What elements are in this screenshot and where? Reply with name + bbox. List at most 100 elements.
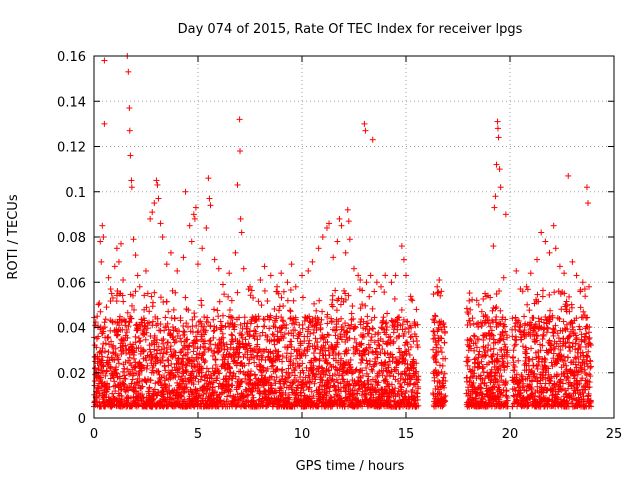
data-point	[126, 127, 133, 134]
data-point	[103, 304, 110, 311]
data-point	[586, 334, 593, 341]
data-point	[438, 288, 445, 295]
data-point	[284, 279, 291, 286]
data-point	[100, 340, 107, 347]
data-point	[534, 256, 541, 263]
data-point	[288, 338, 295, 345]
data-point	[136, 338, 143, 345]
data-point	[119, 292, 126, 299]
data-point	[540, 332, 547, 339]
data-point	[247, 368, 254, 375]
data-point	[215, 313, 222, 320]
data-point	[177, 335, 184, 342]
data-point	[143, 379, 150, 386]
data-point	[254, 323, 261, 330]
data-point	[552, 245, 559, 252]
data-point	[147, 215, 154, 222]
data-point	[147, 348, 154, 355]
data-point	[94, 313, 101, 320]
data-point	[174, 267, 181, 274]
data-point	[210, 306, 217, 313]
data-point	[165, 326, 172, 333]
data-point	[110, 342, 117, 349]
data-point	[229, 314, 236, 321]
data-point	[556, 263, 563, 270]
data-point	[97, 238, 104, 245]
data-point	[128, 184, 135, 191]
data-point	[434, 283, 441, 290]
data-point	[160, 357, 167, 364]
data-point	[493, 304, 500, 311]
data-point	[157, 379, 164, 386]
data-point	[216, 298, 223, 305]
data-point	[160, 336, 167, 343]
data-point	[366, 293, 373, 300]
data-point	[345, 218, 352, 225]
data-point	[186, 342, 193, 349]
data-point	[500, 274, 507, 281]
data-point	[494, 118, 501, 125]
data-point	[125, 387, 132, 394]
data-point	[466, 290, 473, 297]
data-point	[245, 286, 252, 293]
data-point	[278, 294, 285, 301]
data-point	[388, 279, 395, 286]
data-point	[521, 313, 528, 320]
x-tick-label: 15	[398, 427, 415, 442]
data-point	[533, 363, 540, 370]
data-point	[215, 369, 222, 376]
data-point	[174, 379, 181, 386]
data-point	[109, 350, 116, 357]
data-point	[512, 314, 519, 321]
data-point	[349, 303, 356, 310]
data-point	[101, 120, 108, 127]
data-point	[333, 307, 340, 314]
data-point	[546, 249, 553, 256]
data-point	[147, 377, 154, 384]
data-point	[368, 334, 375, 341]
data-point	[315, 245, 322, 252]
data-point	[149, 209, 156, 216]
data-point	[232, 249, 239, 256]
data-point	[170, 372, 177, 379]
data-point	[564, 354, 571, 361]
data-point	[475, 323, 482, 330]
data-point	[190, 211, 197, 218]
data-point	[466, 297, 473, 304]
data-point	[238, 378, 245, 385]
x-tick-label: 10	[294, 427, 311, 442]
data-point	[143, 329, 150, 336]
data-point	[162, 367, 169, 374]
data-point	[240, 353, 247, 360]
data-point	[527, 270, 534, 277]
data-point	[109, 294, 116, 301]
data-point	[234, 289, 241, 296]
data-point	[229, 382, 236, 389]
data-point	[358, 356, 365, 363]
data-point	[113, 370, 120, 377]
data-point	[219, 312, 226, 319]
data-point	[107, 375, 114, 382]
data-point	[232, 373, 239, 380]
data-point	[305, 267, 312, 274]
data-point	[364, 320, 371, 327]
data-point	[116, 313, 123, 320]
data-point	[192, 375, 199, 382]
data-point	[346, 236, 353, 243]
data-point	[191, 215, 198, 222]
data-point	[259, 329, 266, 336]
data-point	[195, 261, 201, 268]
y-tick-label: 0.06	[57, 276, 86, 291]
data-point	[391, 295, 398, 302]
data-point	[370, 325, 377, 332]
data-point	[242, 375, 249, 382]
data-point	[194, 338, 201, 345]
data-point	[381, 289, 388, 296]
data-point	[132, 288, 139, 295]
data-point	[490, 345, 497, 352]
data-point	[371, 314, 378, 321]
data-point	[557, 377, 564, 384]
data-point	[286, 307, 293, 314]
data-point	[120, 298, 127, 305]
data-point	[105, 348, 112, 355]
